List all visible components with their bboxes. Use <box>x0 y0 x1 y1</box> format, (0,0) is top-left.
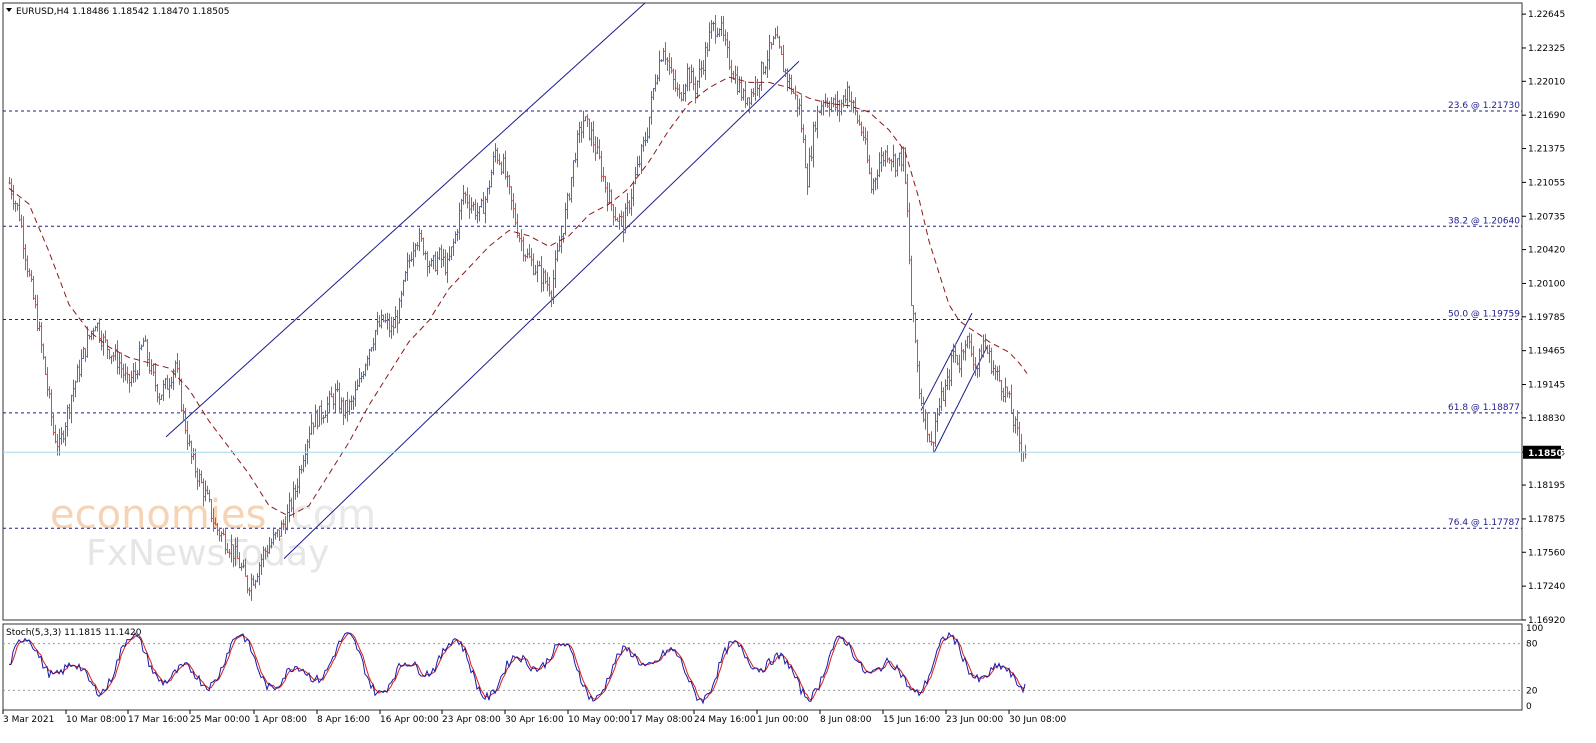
moving-average <box>8 76 1028 517</box>
price-axis: 1.22645 1.22325 1.22010 1.21690 1.21375 1.210… <box>3 10 1565 626</box>
price-tick-label: 1.22645 <box>1528 10 1565 20</box>
time-tick-label: 23 Apr 08:00 <box>442 715 501 725</box>
trend-line <box>165 2 646 438</box>
watermark-line2: FxNewsToday <box>86 533 329 574</box>
price-tick-label: 1.17560 <box>1528 548 1565 558</box>
time-tick-label: 24 May 16:00 <box>694 715 756 725</box>
stochastic-oscillator: 100 80 20 0 <box>3 624 1543 712</box>
stoch-tick-label: 0 <box>1526 702 1532 712</box>
moving-average-line <box>8 76 1028 517</box>
time-tick-label: 15 Jun 16:00 <box>883 715 940 725</box>
stoch-main-line <box>9 631 1026 705</box>
stoch-tick-label: 20 <box>1526 686 1538 696</box>
time-tick-label: 16 Apr 00:00 <box>380 715 439 725</box>
time-tick-label: 8 Jun 08:00 <box>820 715 872 725</box>
price-tick-label: 1.20735 <box>1528 212 1565 222</box>
price-tick-label: 1.21690 <box>1528 111 1565 121</box>
price-tick-label: 1.19465 <box>1528 347 1565 357</box>
time-tick-label: 17 Mar 16:00 <box>128 715 188 725</box>
time-tick-label: 3 Mar 2021 <box>3 715 54 725</box>
stoch-header: Stoch(5,3,3) 11.1815 11.1420 <box>6 628 142 638</box>
time-axis: 3 Mar 2021 10 Mar 08:00 17 Mar 16:00 25 Mar… <box>2 710 1066 725</box>
last-price-box <box>1523 445 1561 459</box>
last-price-label: 1.18505 <box>1528 449 1569 459</box>
watermark: economies .com FxNewsToday <box>50 492 376 574</box>
time-tick-label: 30 Apr 16:00 <box>505 715 564 725</box>
time-tick-label: 17 May 08:00 <box>631 715 693 725</box>
price-tick-label: 1.18830 <box>1528 414 1565 424</box>
time-tick-label: 10 May 00:00 <box>568 715 630 725</box>
time-tick-label: 10 Mar 08:00 <box>66 715 126 725</box>
main-plot-frame <box>2 2 1523 621</box>
stoch-tick-label: 100 <box>1526 624 1543 634</box>
time-tick-label: 1 Apr 08:00 <box>254 715 307 725</box>
price-tick-label: 1.17240 <box>1528 582 1565 592</box>
price-tick-label: 1.22325 <box>1528 44 1565 54</box>
price-tick-label: 1.19785 <box>1528 313 1565 323</box>
fib-levels: 23.6 @ 1.21730 38.2 @ 1.20640 50.0 @ 1.197… <box>3 101 1522 529</box>
stoch-tick-label: 80 <box>1526 640 1538 650</box>
fib-level-label: 61.8 @ 1.18877 <box>1448 403 1520 413</box>
price-tick-label: 1.20420 <box>1528 246 1565 256</box>
time-tick-label: 1 Jun 00:00 <box>757 715 809 725</box>
price-tick-label: 1.17875 <box>1528 515 1565 525</box>
price-tick-label: 1.16920 <box>1528 616 1565 626</box>
trend-line <box>920 312 973 411</box>
time-tick-label: 23 Jun 00:00 <box>946 715 1003 725</box>
stoch-plot-frame <box>2 623 1523 711</box>
price-tick-label: 1.20100 <box>1528 279 1565 289</box>
fib-level-label: 76.4 @ 1.17787 <box>1448 518 1520 528</box>
trend-line <box>283 60 800 559</box>
price-tick-label: 1.22010 <box>1528 77 1565 87</box>
fib-level-label: 23.6 @ 1.21730 <box>1448 101 1520 111</box>
chart-header: EURUSD,H4 1.18486 1.18542 1.18470 1.1850… <box>16 7 229 17</box>
price-tick-label: 1.21055 <box>1528 178 1565 188</box>
fib-level-label: 50.0 @ 1.19759 <box>1448 310 1520 320</box>
time-tick-label: 8 Apr 16:00 <box>317 715 370 725</box>
price-tick-label: 1.19145 <box>1528 381 1565 391</box>
watermark-line1: economies <box>50 492 266 538</box>
last-price-badge: 1.18505 <box>1523 445 1569 459</box>
time-tick-label: 30 Jun 08:00 <box>1009 715 1066 725</box>
trend-line <box>933 346 988 454</box>
trend-lines <box>165 2 988 559</box>
dropdown-triangle-icon[interactable] <box>6 8 12 12</box>
fib-level-label: 38.2 @ 1.20640 <box>1448 216 1520 226</box>
price-tick-label: 1.18195 <box>1528 481 1565 491</box>
watermark-line1-suffix: .com <box>278 492 376 538</box>
time-tick-label: 25 Mar 00:00 <box>190 715 250 725</box>
price-tick-label: 1.21375 <box>1528 145 1565 155</box>
candles <box>8 15 1027 601</box>
